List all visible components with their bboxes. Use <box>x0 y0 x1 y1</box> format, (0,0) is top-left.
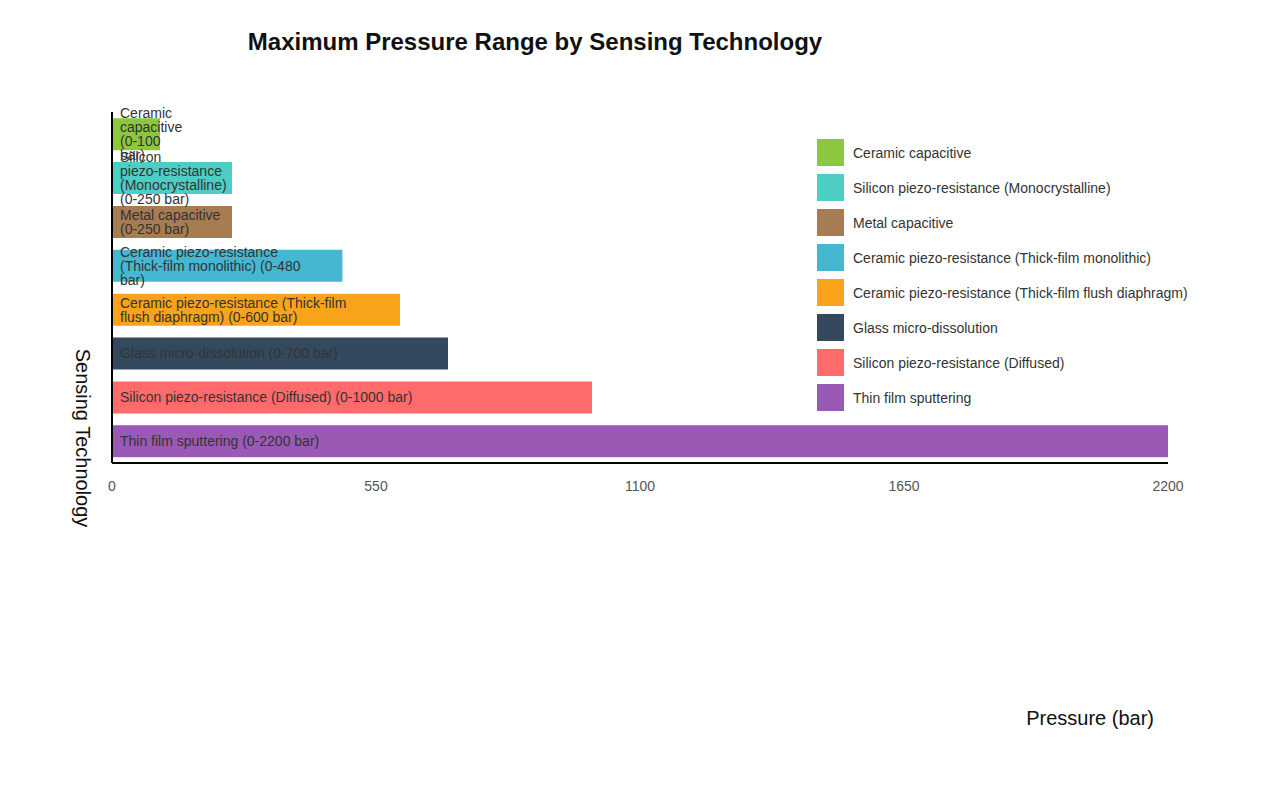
html-text:Sensing Technology: Sensing Technology <box>71 348 94 528</box>
html-text:Pressure (bar): Pressure (bar) <box>1026 707 1154 729</box>
html-text:Ceramic piezo-resistance (Thic: Ceramic piezo-resistance (Thick-film flu… <box>853 284 1188 301</box>
svg-text:Ceramic piezo-resistance(Thick: Ceramic piezo-resistance(Thick-film mono… <box>120 244 301 288</box>
html-text:Ceramic piezo-resistance (Thic: Ceramic piezo-resistance (Thick-film mon… <box>853 249 1151 266</box>
svg-text:Thin film sputtering (0-2200 b: Thin film sputtering (0-2200 bar) <box>120 433 319 449</box>
svg-text:Metal capacitive(0-250 bar): Metal capacitive(0-250 bar) <box>120 207 221 237</box>
html-text:capacitive: capacitive <box>120 119 183 136</box>
html-text:Metal capacitive: Metal capacitive <box>853 214 954 231</box>
html-text:Silicon piezo-resistance (Diff: Silicon piezo-resistance (Diffused) <box>853 354 1065 371</box>
svg-text:Siliconpiezo-resistance(Monocr: Siliconpiezo-resistance(Monocrystalline)… <box>120 149 227 207</box>
svg-text:1650: 1650 <box>888 478 919 494</box>
html-text:(0-100: (0-100 <box>120 133 161 150</box>
html-text:Ceramic capacitive: Ceramic capacitive <box>853 144 972 161</box>
svg-text:Ceramic piezo-resistance (Thic: Ceramic piezo-resistance (Thick-filmflus… <box>120 295 346 325</box>
html-text:Thin film sputtering: Thin film sputtering <box>853 389 972 406</box>
html-text:Ceramic: Ceramic <box>120 105 173 122</box>
html-text:Silicon piezo-resistance (Mono: Silicon piezo-resistance (Monocrystallin… <box>853 179 1111 196</box>
svg-text:Glass micro-dissolution (0-700: Glass micro-dissolution (0-700 bar) <box>120 345 338 361</box>
svg-text:2200: 2200 <box>1152 478 1183 494</box>
svg-text:0: 0 <box>108 478 116 494</box>
svg-text:550: 550 <box>364 478 388 494</box>
html-text:Maximum Pressure Range by Sens: Maximum Pressure Range by Sensing Techno… <box>247 28 823 55</box>
html-text:Glass micro-dissolution: Glass micro-dissolution <box>853 319 998 336</box>
svg-text:Silicon piezo-resistance (Diff: Silicon piezo-resistance (Diffused) (0-1… <box>120 389 412 405</box>
svg-text:1100: 1100 <box>625 478 655 494</box>
